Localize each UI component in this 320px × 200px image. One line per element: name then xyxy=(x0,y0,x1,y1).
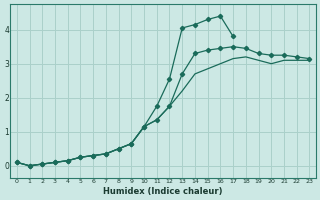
X-axis label: Humidex (Indice chaleur): Humidex (Indice chaleur) xyxy=(103,187,223,196)
